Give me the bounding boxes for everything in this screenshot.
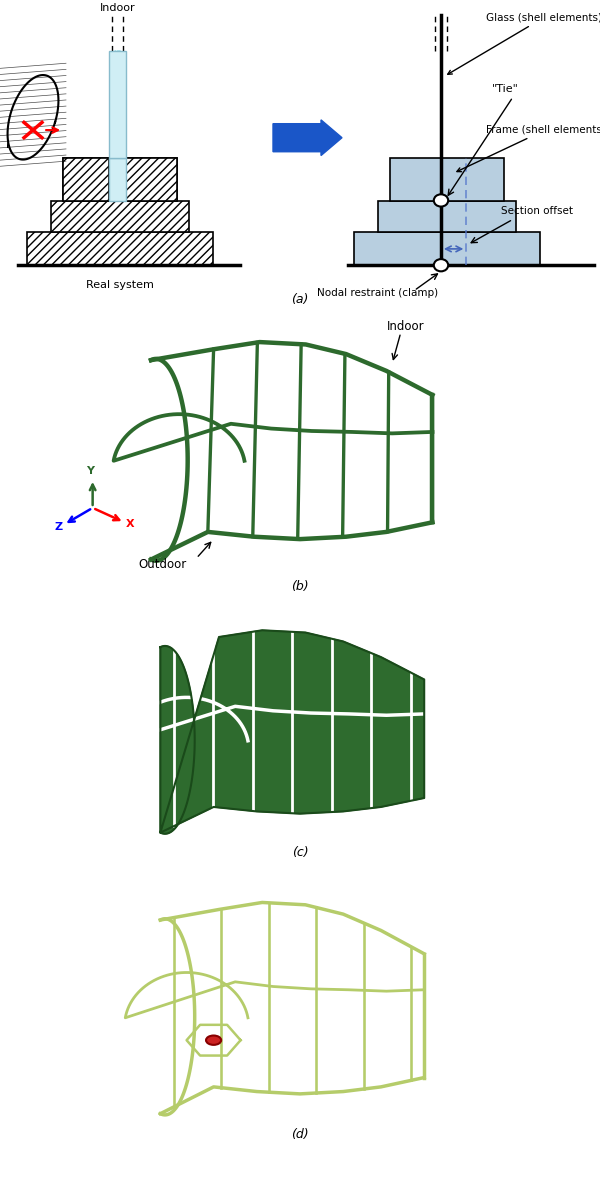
Text: "Tie": "Tie" <box>492 84 519 94</box>
Bar <box>27 232 213 265</box>
Text: Indoor: Indoor <box>386 320 424 333</box>
Bar <box>63 158 109 201</box>
Bar <box>51 201 189 232</box>
Circle shape <box>434 194 448 207</box>
Bar <box>390 158 504 201</box>
Text: Detail: Detail <box>6 140 37 149</box>
Text: Glass (shell elements): Glass (shell elements) <box>448 13 600 74</box>
Text: (c): (c) <box>292 846 308 859</box>
Text: Nodal restraint (clamp): Nodal restraint (clamp) <box>317 288 439 298</box>
Bar <box>63 158 177 201</box>
Bar <box>51 201 189 232</box>
Text: (a): (a) <box>292 293 308 306</box>
Text: X: X <box>126 519 134 530</box>
Text: Outdoor: Outdoor <box>139 558 187 571</box>
Ellipse shape <box>206 1036 221 1045</box>
Bar <box>354 232 540 265</box>
Bar <box>27 232 213 265</box>
Text: Z: Z <box>54 521 62 532</box>
Bar <box>63 158 177 201</box>
Text: Frame (shell elements): Frame (shell elements) <box>457 125 600 172</box>
Bar <box>63 158 109 201</box>
Text: Section offset: Section offset <box>501 206 573 217</box>
Polygon shape <box>160 631 424 833</box>
Circle shape <box>434 259 448 272</box>
Text: (b): (b) <box>291 579 309 592</box>
FancyArrow shape <box>273 120 342 155</box>
Bar <box>126 158 177 201</box>
Text: (d): (d) <box>291 1129 309 1142</box>
Polygon shape <box>8 75 58 160</box>
Text: Y: Y <box>86 466 94 477</box>
Bar <box>126 158 177 201</box>
Bar <box>109 158 126 201</box>
Bar <box>378 201 516 232</box>
Text: Indoor: Indoor <box>100 2 136 13</box>
Bar <box>109 51 126 158</box>
Text: Real system: Real system <box>86 280 154 291</box>
